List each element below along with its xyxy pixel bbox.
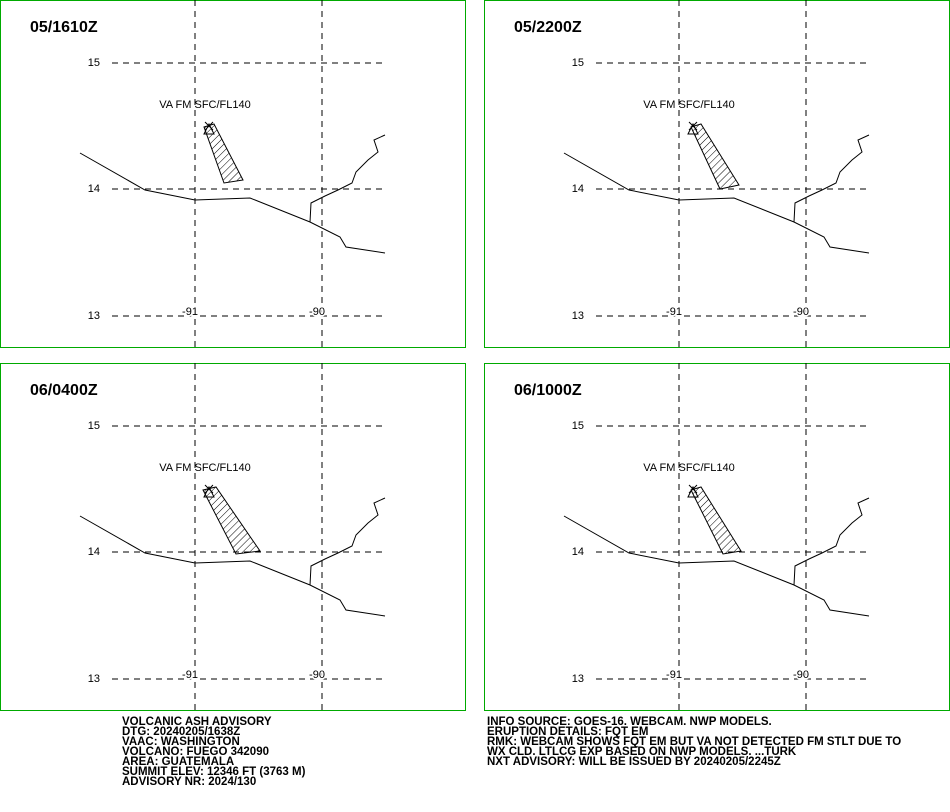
volcano-symbol	[687, 121, 699, 135]
map-panel: 15 14 13 -91 -90 05/2200Z VA FM SFC/FL140	[484, 0, 950, 348]
panel-border	[0, 0, 466, 348]
advisory-line: ADVISORY NR: 2024/130	[122, 776, 256, 788]
coastline	[563, 152, 870, 254]
panel-time: 05/1610Z	[30, 19, 98, 36]
map-panel: 15 14 13 -91 -90 05/1610Z VA FM SFC/FL140	[0, 0, 466, 348]
ash-label: VA FM SFC/FL140	[643, 99, 735, 111]
longitude-label: -90	[309, 669, 325, 681]
coastline	[793, 497, 870, 586]
ash-label: VA FM SFC/FL140	[643, 462, 735, 474]
longitude-label: -91	[182, 669, 198, 681]
volcano-symbol	[203, 121, 215, 135]
advisory-line: INFO SOURCE: GOES-16. WEBCAM. NWP MODELS…	[487, 716, 772, 728]
longitude-label: -91	[666, 669, 682, 681]
latitude-label: 13	[88, 310, 100, 322]
latitude-label: 14	[572, 546, 584, 558]
latitude-label: 13	[88, 673, 100, 685]
latitude-label: 15	[572, 57, 584, 69]
advisory-line: DTG: 20240205/1638Z	[122, 726, 240, 738]
advisory-line: SUMMIT ELEV: 12346 FT (3763 M)	[122, 766, 306, 778]
latitude-label: 14	[88, 546, 100, 558]
advisory-line: NXT ADVISORY: WILL BE ISSUED BY 20240205…	[487, 756, 781, 768]
map-panel: 15 14 13 -91 -90 06/0400Z VA FM SFC/FL140	[0, 363, 466, 711]
longitude-label: -90	[793, 669, 809, 681]
ash-plume	[202, 486, 261, 555]
longitude-label: -90	[309, 306, 325, 318]
coastline	[309, 497, 386, 586]
longitude-label: -91	[666, 306, 682, 318]
latitude-label: 13	[572, 310, 584, 322]
latitude-label: 15	[88, 57, 100, 69]
ash-plume	[690, 123, 740, 190]
advisory-line: VAAC: WASHINGTON	[122, 736, 240, 748]
map-panel: 15 14 13 -91 -90 06/1000Z VA FM SFC/FL140	[484, 363, 950, 711]
coastline	[79, 515, 386, 617]
latitude-label: 15	[572, 420, 584, 432]
coastline	[793, 134, 870, 223]
latitude-label: 14	[88, 183, 100, 195]
panel-time: 06/1000Z	[514, 382, 582, 399]
panel-time: 06/0400Z	[30, 382, 98, 399]
ash-label: VA FM SFC/FL140	[159, 99, 251, 111]
latitude-label: 13	[572, 673, 584, 685]
coastline	[309, 134, 386, 223]
advisory-line: RMK: WEBCAM SHOWS FQT EM BUT VA NOT DETE…	[487, 736, 901, 748]
advisory-line: VOLCANIC ASH ADVISORY	[122, 716, 272, 728]
advisory-line: WX CLD. LTLCG EXP BASED ON NWP MODELS. .…	[487, 746, 797, 758]
advisory-line: AREA: GUATEMALA	[122, 756, 234, 768]
volcano-symbol	[203, 484, 215, 498]
ash-plume	[203, 123, 244, 184]
coastline	[563, 515, 870, 617]
advisory-line: ERUPTION DETAILS: FQT EM	[487, 726, 648, 738]
coastline	[79, 152, 386, 254]
latitude-label: 15	[88, 420, 100, 432]
panel-time: 05/2200Z	[514, 19, 582, 36]
longitude-label: -90	[793, 306, 809, 318]
latitude-label: 14	[572, 183, 584, 195]
volcano-symbol	[687, 484, 699, 498]
ash-label: VA FM SFC/FL140	[159, 462, 251, 474]
longitude-label: -91	[182, 306, 198, 318]
ash-plume	[690, 486, 742, 555]
advisory-line: VOLCANO: FUEGO 342090	[122, 746, 269, 758]
panel-border	[0, 363, 466, 711]
